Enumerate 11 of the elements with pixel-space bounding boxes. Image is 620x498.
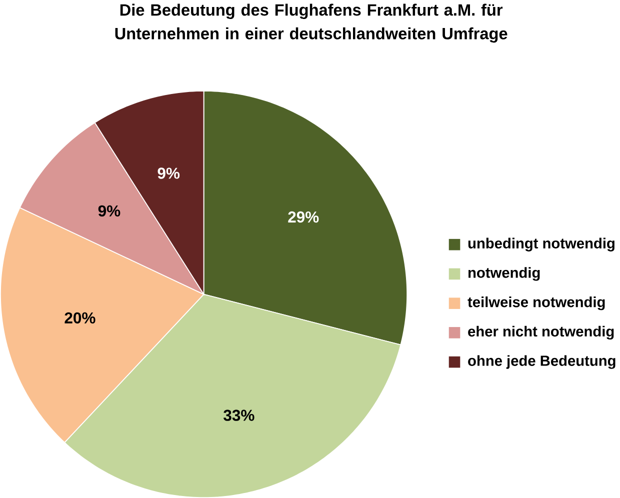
legend-label: teilweise notwendig xyxy=(468,296,605,310)
data-label: 33% xyxy=(224,410,254,421)
legend-label: unbedingt notwendig xyxy=(468,238,614,252)
data-label: 9% xyxy=(98,205,120,216)
data-label: 9% xyxy=(158,168,180,179)
data-label: 29% xyxy=(288,211,319,223)
legend-label: eher nicht notwendig xyxy=(468,326,614,340)
legend-label: notwendig xyxy=(468,267,540,281)
chart-title: Die Bedeutung des Flughafens Frankfurt a.M. für Unternehmen in einer deutschlandweiten Umfrage xyxy=(115,4,508,43)
legend-label: ohne jede Bedeutung xyxy=(468,355,616,369)
data-label: 20% xyxy=(64,312,96,324)
